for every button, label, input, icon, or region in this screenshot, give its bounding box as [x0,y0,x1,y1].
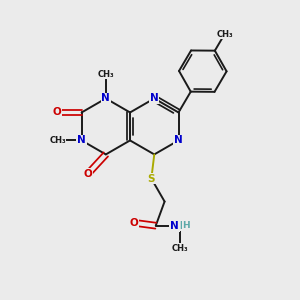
Text: N: N [174,135,183,146]
Text: H: H [183,221,190,230]
Text: N: N [77,135,86,146]
Text: CH₃: CH₃ [49,136,66,145]
Text: N: N [170,221,179,231]
Text: CH₃: CH₃ [216,30,233,39]
Text: O: O [52,107,61,118]
Text: CH₃: CH₃ [98,70,114,79]
Text: S: S [148,174,155,184]
Text: O: O [129,218,138,228]
Text: N: N [150,94,159,103]
Text: NH: NH [172,221,188,231]
Text: N: N [101,94,110,103]
Text: CH₃: CH₃ [172,244,188,253]
Text: O: O [84,169,92,178]
